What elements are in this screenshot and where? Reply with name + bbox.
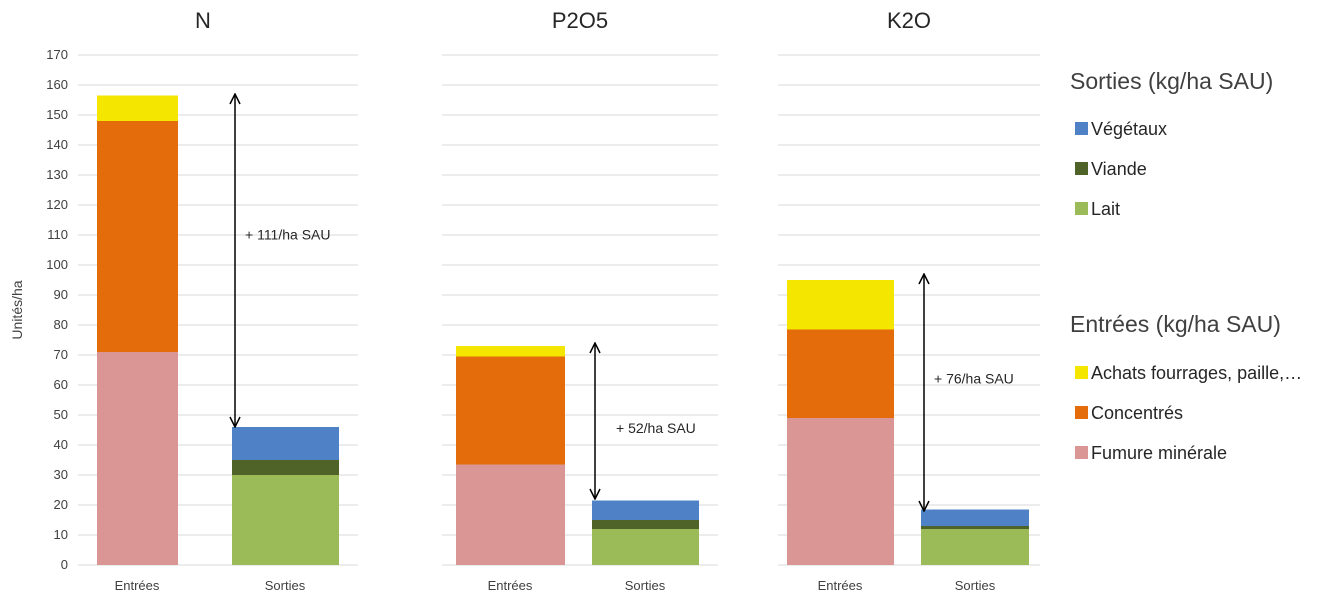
bar-segment-entrees-concentrés <box>456 356 565 465</box>
x-category-label: Entrées <box>818 578 863 593</box>
y-tick-label: 140 <box>46 137 68 152</box>
bar-segment-sorties-lait <box>232 475 339 565</box>
panel-title: N <box>195 8 211 33</box>
legend-item-label: Concentrés <box>1091 403 1183 423</box>
legend-item-label: Végétaux <box>1091 119 1167 139</box>
y-tick-label: 80 <box>54 317 68 332</box>
x-category-label: Sorties <box>265 578 306 593</box>
legend-swatch <box>1075 162 1088 175</box>
legend-item-label: Achats fourrages, paille,… <box>1091 363 1302 383</box>
panel-1: P2O5 Entrées Sorties + 52/ha SAU <box>456 8 699 593</box>
panel-2: K2O Entrées Sorties + 76/ha SAU <box>787 8 1029 593</box>
panel-0: N Entrées Sorties + 111/ha SAU <box>97 8 339 593</box>
bar-segment-entrees-fumure-minérale <box>97 352 178 565</box>
y-tick-label: 150 <box>46 107 68 122</box>
legend-swatch <box>1075 406 1088 419</box>
difference-annotation: + 76/ha SAU <box>934 371 1014 387</box>
x-category-label: Sorties <box>955 578 996 593</box>
bar-segment-sorties-végétaux <box>232 427 339 460</box>
y-tick-label: 30 <box>54 467 68 482</box>
x-category-label: Entrées <box>488 578 533 593</box>
bar-segment-entrees-fumure-minérale <box>787 418 894 565</box>
legend-swatch <box>1075 446 1088 459</box>
legend-item-label: Viande <box>1091 159 1147 179</box>
y-axis-label: Unités/ha <box>9 280 25 339</box>
difference-annotation: + 52/ha SAU <box>616 420 696 436</box>
y-tick-label: 10 <box>54 527 68 542</box>
y-tick-label: 90 <box>54 287 68 302</box>
bar-segment-entrees-achats-fourrages-paille- <box>787 280 894 330</box>
bar-segment-sorties-lait <box>592 529 699 565</box>
bar-segment-entrees-fumure-minérale <box>456 464 565 565</box>
y-tick-label: 70 <box>54 347 68 362</box>
y-axis-ticks: 0 10 20 30 40 50 60 70 80 90 100 110 120 130 140 150 160… <box>46 47 68 572</box>
y-tick-label: 50 <box>54 407 68 422</box>
bar-segment-sorties-viande <box>921 526 1029 529</box>
y-tick-label: 130 <box>46 167 68 182</box>
bar-segment-entrees-achats-fourrages-paille- <box>97 95 178 121</box>
legend-swatch <box>1075 202 1088 215</box>
difference-annotation: + 111/ha SAU <box>245 227 330 243</box>
legend: Sorties (kg/ha SAU) Végétaux Viande Lait Ent… <box>1070 68 1302 463</box>
legend-swatch <box>1075 122 1088 135</box>
legend-item-label: Fumure minérale <box>1091 443 1227 463</box>
y-tick-label: 0 <box>61 557 68 572</box>
panel-title: P2O5 <box>552 8 608 33</box>
legend-title-sorties: Sorties (kg/ha SAU) <box>1070 68 1273 94</box>
bar-segment-entrees-achats-fourrages-paille- <box>456 346 565 357</box>
y-tick-label: 170 <box>46 47 68 62</box>
bar-segment-sorties-lait <box>921 529 1029 565</box>
y-tick-label: 60 <box>54 377 68 392</box>
legend-item-label: Lait <box>1091 199 1120 219</box>
y-tick-label: 20 <box>54 497 68 512</box>
y-tick-label: 160 <box>46 77 68 92</box>
y-tick-label: 110 <box>47 227 68 242</box>
legend-swatch <box>1075 366 1088 379</box>
y-tick-label: 120 <box>46 197 68 212</box>
y-tick-label: 40 <box>54 437 68 452</box>
legend-title-entrees: Entrées (kg/ha SAU) <box>1070 311 1281 337</box>
bar-segment-sorties-végétaux <box>592 500 699 520</box>
bar-segment-sorties-végétaux <box>921 509 1029 526</box>
x-category-label: Entrées <box>115 578 160 593</box>
y-tick-label: 100 <box>46 257 68 272</box>
bar-segment-sorties-viande <box>592 520 699 529</box>
panel-title: K2O <box>887 8 931 33</box>
bar-segment-entrees-concentrés <box>787 329 894 418</box>
bars: N Entrées Sorties + 111/ha SAU P2O5 Entrées So… <box>97 8 1029 593</box>
bar-segment-sorties-viande <box>232 460 339 475</box>
bar-segment-entrees-concentrés <box>97 121 178 352</box>
x-category-label: Sorties <box>625 578 666 593</box>
